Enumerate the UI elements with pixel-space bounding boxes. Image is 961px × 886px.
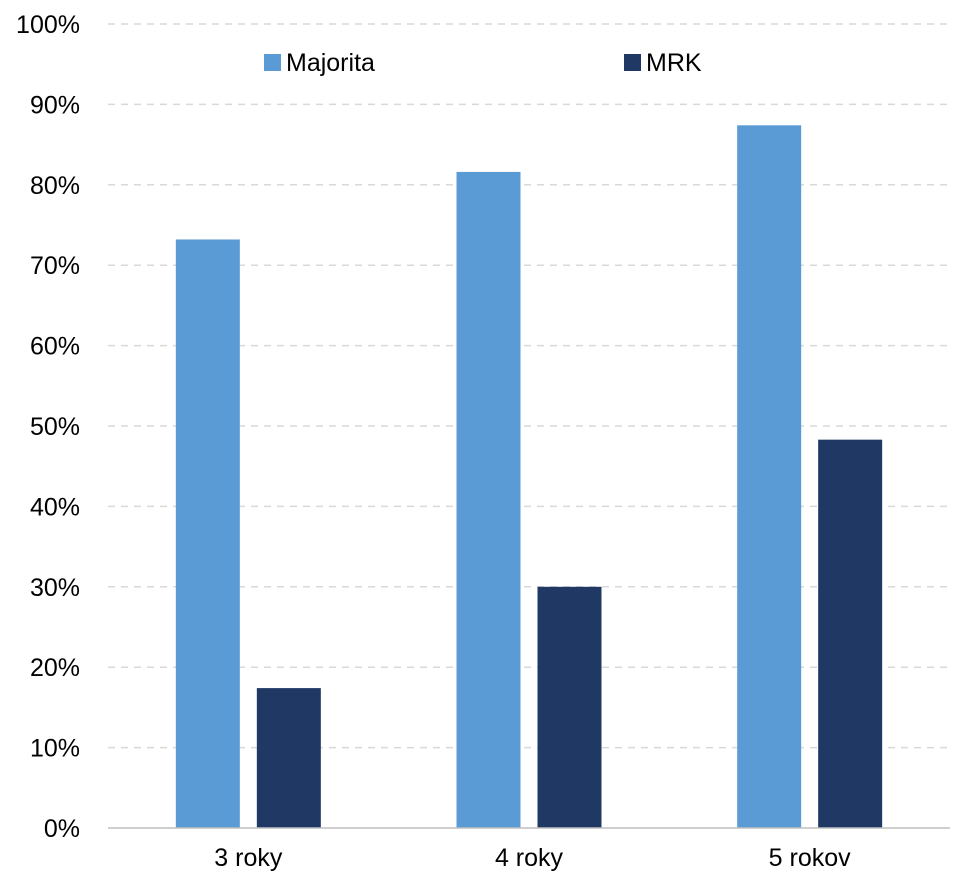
y-tick-label: 100% — [16, 11, 80, 39]
bar-mrk-3 — [818, 439, 883, 828]
y-tick-label: 10% — [30, 735, 80, 763]
x-tick-label: 3 roky — [214, 844, 283, 872]
y-tick-label: 50% — [30, 413, 80, 441]
bar-majorita-1 — [175, 239, 240, 829]
y-tick-label: 20% — [30, 654, 80, 682]
y-tick-label: 40% — [30, 493, 80, 521]
bar-mrk-2 — [537, 586, 602, 828]
bar-majorita-3 — [737, 125, 802, 828]
legend-label-majorita: Majorita — [286, 49, 375, 77]
legend: Majorita MRK — [264, 49, 702, 77]
bars — [175, 125, 883, 829]
x-axis-tick-labels: 3 roky 4 roky 5 rokov — [214, 844, 851, 872]
y-tick-label: 90% — [30, 91, 80, 119]
x-tick-label: 5 rokov — [769, 844, 851, 872]
bar-mrk-1 — [256, 688, 321, 828]
gridlines — [108, 23, 950, 749]
legend-label-mrk: MRK — [646, 49, 702, 77]
y-tick-label: 0% — [44, 815, 80, 843]
y-tick-label: 30% — [30, 574, 80, 602]
y-tick-label: 80% — [30, 172, 80, 200]
y-tick-label: 70% — [30, 252, 80, 280]
x-tick-label: 4 roky — [495, 844, 564, 872]
y-axis-tick-labels: 0% 10% 20% 30% 40% 50% 60% 70% 80% 90% 100% — [16, 11, 80, 843]
legend-swatch-mrk — [624, 54, 641, 71]
legend-swatch-majorita — [264, 54, 281, 71]
y-tick-label: 60% — [30, 333, 80, 361]
bar-majorita-2 — [456, 171, 521, 828]
